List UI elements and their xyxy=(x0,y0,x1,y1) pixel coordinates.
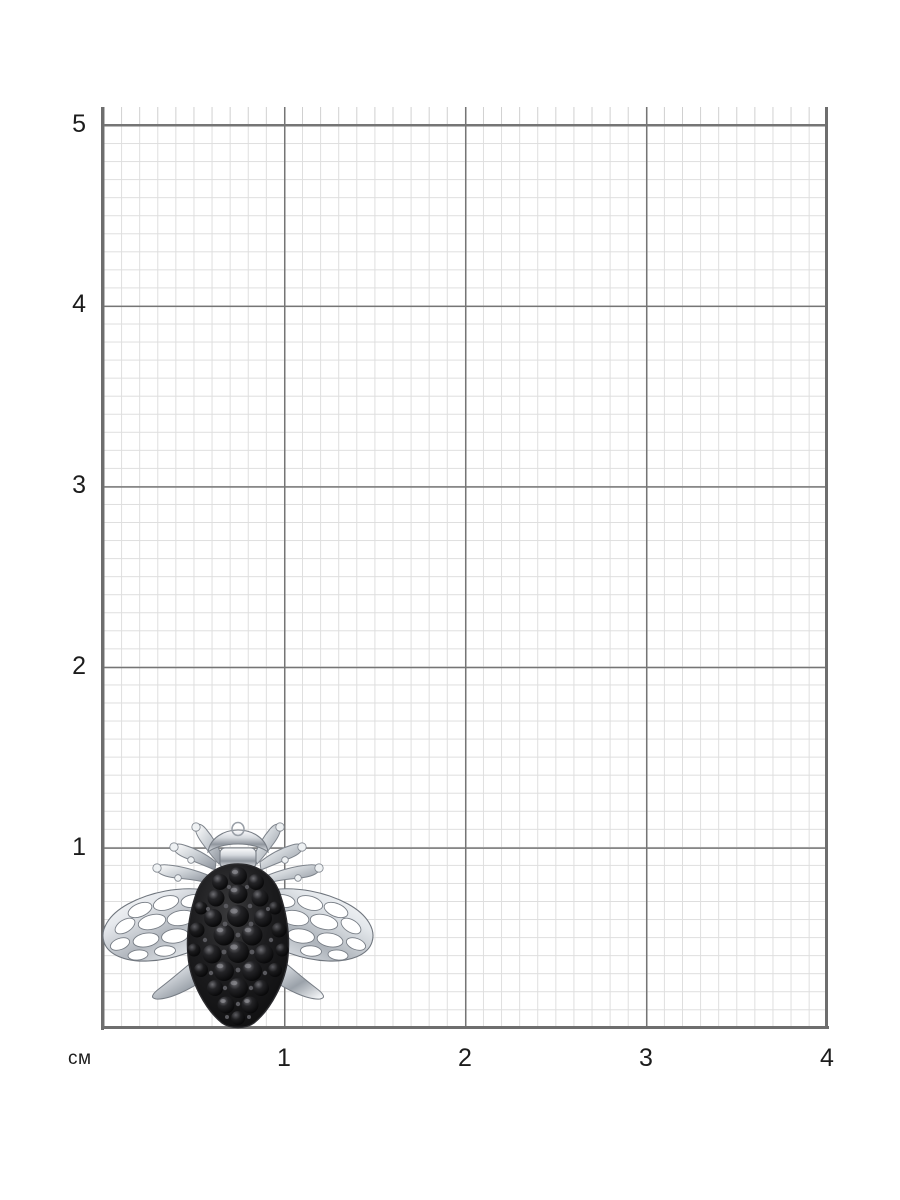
major-gridlines xyxy=(103,125,827,1028)
x-tick-label-2: 2 xyxy=(458,1044,472,1072)
grid-plot-area xyxy=(103,125,827,1028)
x-axis-line xyxy=(101,1026,829,1029)
grid-top-border xyxy=(103,124,827,126)
top-major-ticks xyxy=(103,107,827,125)
x-tick-label-4: 4 xyxy=(820,1044,834,1072)
y-axis-line xyxy=(101,107,104,1030)
x-tick-label-1: 1 xyxy=(277,1044,291,1072)
y-tick-label-2: 2 xyxy=(72,652,86,680)
y-tick-label-5: 5 xyxy=(72,110,86,138)
x-tick-label-3: 3 xyxy=(639,1044,653,1072)
unit-label-cm: см xyxy=(68,1048,92,1069)
grid-right-border xyxy=(825,107,828,1028)
y-tick-label-3: 3 xyxy=(72,471,86,499)
y-tick-label-1: 1 xyxy=(72,833,86,861)
y-tick-label-4: 4 xyxy=(72,290,86,318)
